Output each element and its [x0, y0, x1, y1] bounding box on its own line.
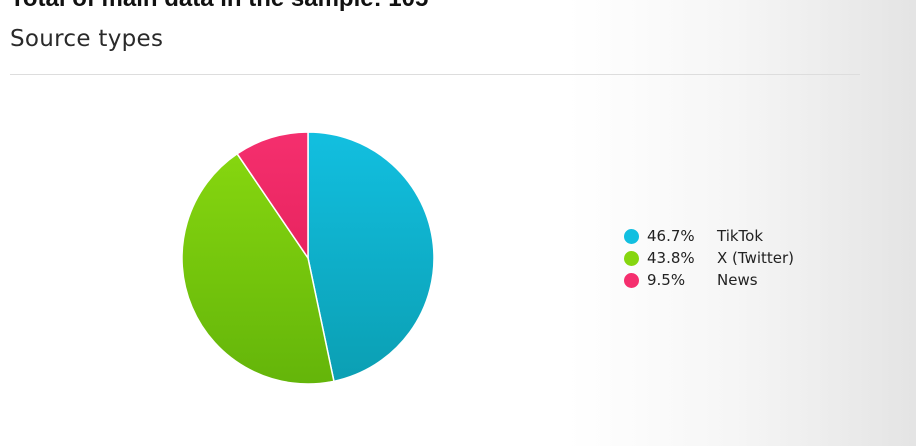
title-divider: [10, 74, 860, 75]
legend-label: X (Twitter): [717, 249, 795, 267]
legend-dot: [624, 250, 639, 266]
pie-slice-tiktok[interactable]: [307, 131, 435, 383]
legend-item-tiktok[interactable]: 46.7% TikTok: [624, 225, 794, 247]
legend-dot: [624, 228, 639, 244]
pie-slice-news[interactable]: [236, 131, 309, 261]
legend-percent: 9.5%: [647, 271, 686, 289]
legend-label: TikTok: [717, 227, 764, 245]
pie-slice-x-twitter[interactable]: [181, 152, 335, 385]
legend-percent: 46.7%: [647, 227, 695, 245]
clipped-page-heading: Total of main data in the sample: 105: [10, 0, 428, 13]
legend-item-news[interactable]: 9.5% News: [624, 269, 794, 291]
legend-label: News: [717, 271, 758, 289]
legend-percent: 43.8%: [647, 249, 695, 267]
legend-dot: [624, 272, 639, 288]
legend-item-x-twitter[interactable]: 43.8% X (Twitter): [624, 247, 794, 269]
chart-legend: 46.7% TikTok 43.8% X (Twitter) 9.5% News: [624, 225, 794, 291]
pie-slices: [181, 131, 435, 385]
section-title: Source types: [10, 26, 164, 52]
